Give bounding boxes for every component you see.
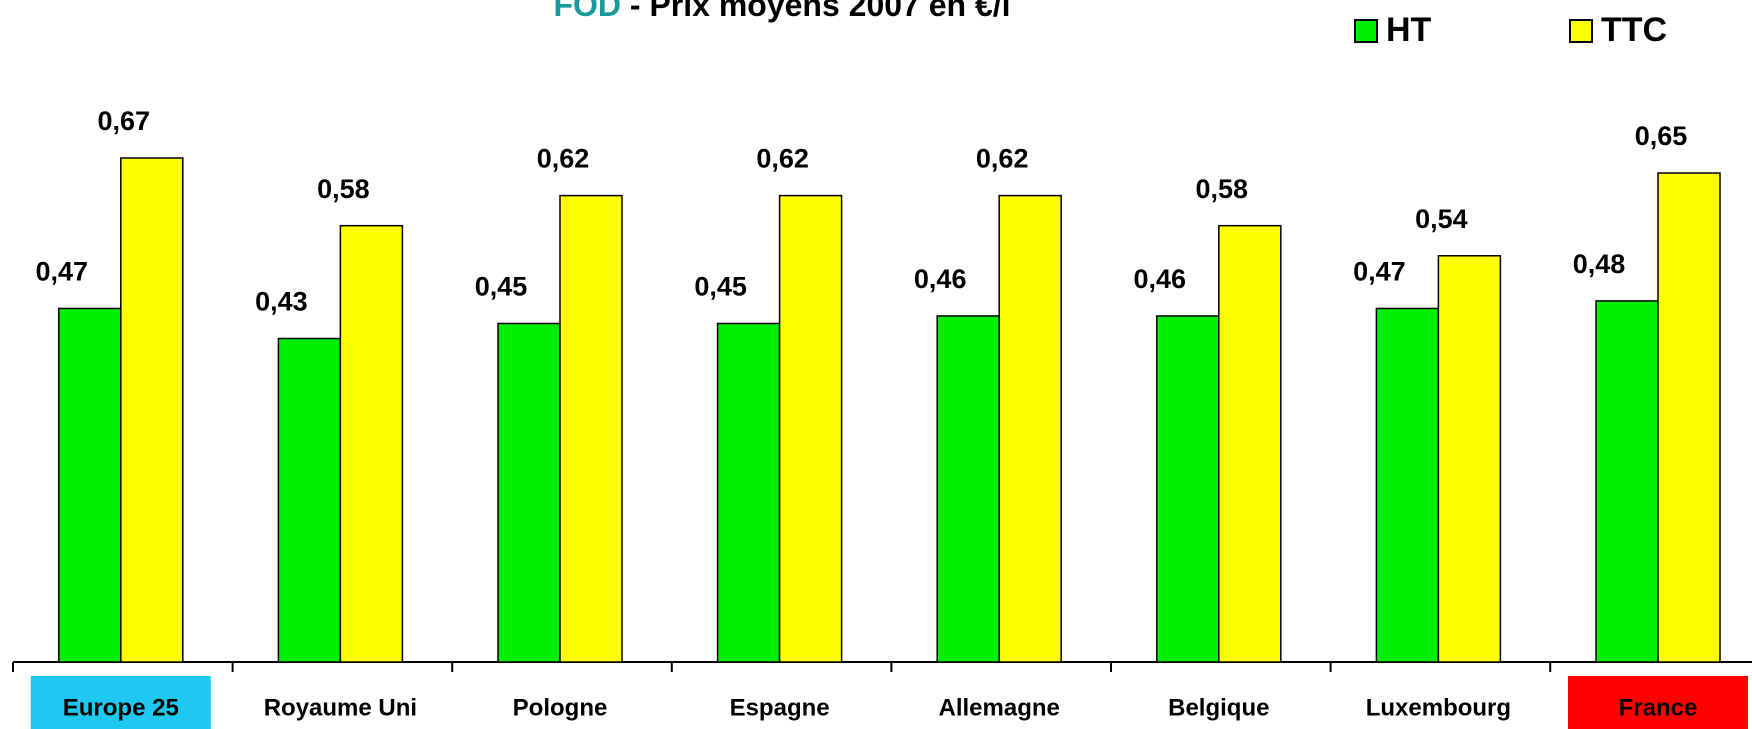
bar — [1657, 172, 1721, 663]
data-label: 0,43 — [255, 287, 308, 317]
data-label: 0,46 — [1134, 264, 1187, 294]
bar — [339, 224, 404, 663]
data-label: 0,47 — [1353, 257, 1406, 287]
bar — [998, 194, 1062, 663]
data-label: 0,62 — [756, 144, 809, 174]
bar — [1156, 315, 1220, 663]
bar — [1595, 300, 1659, 663]
data-label: 0,62 — [976, 144, 1029, 174]
x-tick-label: Belgique — [1168, 694, 1269, 721]
x-tick-label: Europe 25 — [63, 694, 179, 721]
x-tick-label: Luxembourg — [1366, 694, 1511, 721]
bar — [120, 157, 184, 663]
bar — [559, 194, 623, 663]
x-tick-label: Royaume Uni — [264, 694, 417, 721]
title-text: - Prix moyens 2007 en €/l — [621, 0, 1011, 23]
data-label: 0,46 — [914, 264, 967, 294]
legend-swatch — [1354, 19, 1378, 43]
bar — [1375, 307, 1440, 663]
chart-title: FOD - Prix moyens 2007 en €/l — [553, 0, 1010, 23]
data-label: 0,54 — [1415, 204, 1468, 234]
data-label: 0,45 — [694, 272, 747, 302]
bar — [778, 194, 843, 663]
bar — [277, 337, 342, 663]
data-label: 0,47 — [36, 257, 89, 287]
bar — [497, 322, 561, 663]
title-highlight: FOD — [553, 0, 621, 23]
bar — [936, 315, 1000, 663]
category-highlight — [1568, 676, 1748, 729]
data-label: 0,48 — [1573, 249, 1626, 279]
bar — [1437, 255, 1502, 663]
legend-label: TTC — [1601, 11, 1667, 49]
bar — [58, 307, 122, 663]
x-tick-label: France — [1619, 694, 1698, 721]
data-label: 0,65 — [1635, 121, 1688, 151]
x-tick-label: Espagne — [730, 694, 830, 721]
category-highlight — [30, 676, 211, 729]
data-label: 0,58 — [1196, 174, 1249, 204]
data-label: 0,45 — [475, 272, 528, 302]
x-tick-label: Allemagne — [939, 694, 1060, 721]
bar — [1218, 224, 1282, 663]
bar — [716, 322, 781, 663]
data-label: 0,67 — [98, 106, 151, 136]
legend-swatch — [1569, 19, 1593, 43]
legend-label: HT — [1386, 11, 1432, 49]
data-label: 0,58 — [317, 174, 370, 204]
x-tick-label: Pologne — [513, 694, 608, 721]
data-label: 0,62 — [537, 144, 590, 174]
